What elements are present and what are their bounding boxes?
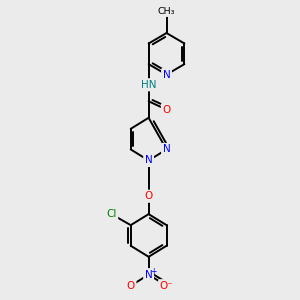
Text: O: O [145,191,153,201]
Text: O⁻: O⁻ [160,281,173,291]
Text: CH₃: CH₃ [158,7,175,16]
Text: N: N [163,70,170,80]
Text: N: N [145,155,152,166]
Text: Cl: Cl [106,209,117,219]
Text: O: O [127,281,135,291]
Text: +: + [150,267,157,276]
Text: N: N [163,144,170,154]
Text: O: O [162,104,171,115]
Text: HN: HN [141,80,156,90]
Text: N: N [145,270,152,280]
